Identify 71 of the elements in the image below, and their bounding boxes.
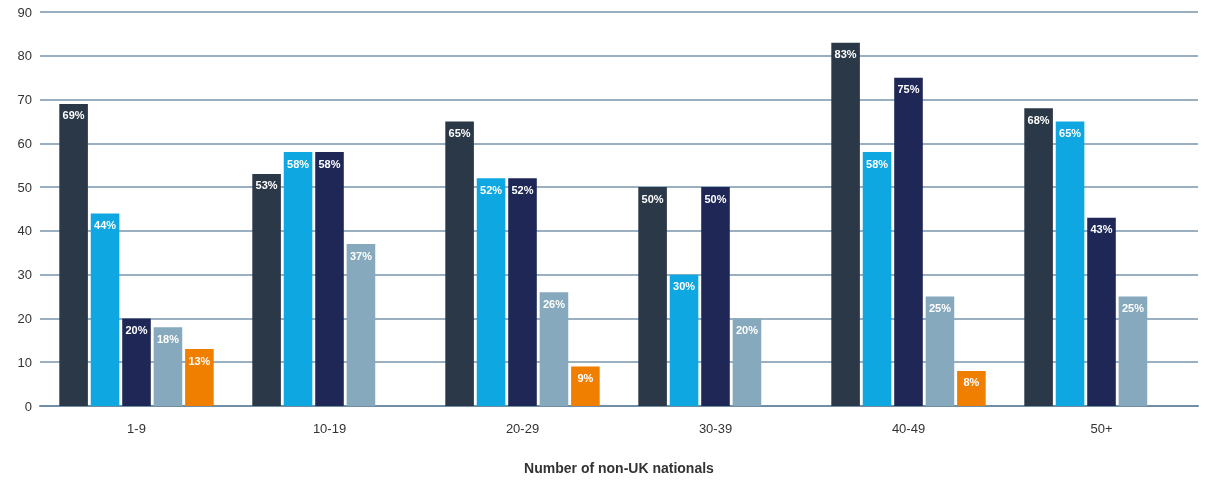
- bar: [59, 103, 88, 406]
- data-label: 9%: [577, 372, 594, 385]
- data-label: 25%: [1121, 302, 1145, 315]
- data-label: 52%: [511, 183, 534, 196]
- bar: [90, 213, 120, 406]
- x-tick-label: 50+: [1090, 421, 1113, 436]
- data-label: 18%: [156, 332, 180, 345]
- bar: [571, 366, 600, 406]
- y-tick-label: 90: [17, 4, 32, 20]
- data-label: 75%: [897, 83, 920, 96]
- y-tick-label: 80: [17, 48, 32, 64]
- data-label: 58%: [287, 157, 310, 170]
- y-tick-label: 30: [17, 267, 32, 283]
- bar: [445, 121, 474, 406]
- x-axis-title: Number of non-UK nationals: [524, 460, 715, 476]
- bar: [701, 187, 730, 406]
- bar: [862, 152, 892, 406]
- data-label: 30%: [673, 280, 696, 293]
- x-tick-label: 10-19: [312, 421, 347, 436]
- bar: [1024, 108, 1053, 406]
- bar: [153, 327, 183, 406]
- data-label: 68%: [1027, 113, 1050, 126]
- bar: [283, 152, 313, 406]
- y-tick-label: 50: [17, 179, 32, 195]
- data-label: 26%: [542, 297, 566, 310]
- data-label: 25%: [928, 302, 952, 315]
- data-label: 43%: [1090, 223, 1113, 236]
- data-label: 58%: [318, 157, 341, 170]
- data-label: 83%: [834, 48, 857, 61]
- bar: [508, 178, 537, 406]
- y-tick-label: 40: [17, 223, 32, 239]
- data-label: 50%: [704, 192, 727, 205]
- bar: [185, 349, 214, 406]
- bar: [539, 292, 569, 406]
- x-tick-label: 20-29: [505, 421, 540, 436]
- data-label: 20%: [735, 323, 759, 336]
- bar: [732, 318, 762, 406]
- bar: [1055, 121, 1085, 406]
- x-tick-label: 30-39: [698, 421, 733, 436]
- data-label: 52%: [480, 183, 503, 196]
- x-tick-label: 40-49: [891, 421, 926, 436]
- data-label: 65%: [1059, 126, 1082, 139]
- bar: [1087, 217, 1116, 406]
- x-tick-label: 1-9: [127, 421, 146, 436]
- data-label: 58%: [866, 157, 889, 170]
- data-label: 69%: [62, 109, 85, 122]
- data-label: 13%: [188, 354, 211, 367]
- bar: [638, 187, 667, 406]
- data-label: 65%: [448, 126, 471, 139]
- bar: [476, 178, 506, 406]
- bar: [122, 318, 151, 406]
- data-label: 8%: [963, 376, 980, 389]
- bar: [1118, 296, 1148, 406]
- data-label: 20%: [125, 323, 148, 336]
- y-tick-label: 10: [17, 354, 32, 370]
- bar: [894, 77, 923, 406]
- data-label: 37%: [349, 249, 373, 262]
- data-label: 50%: [641, 192, 664, 205]
- data-label: 44%: [94, 218, 117, 231]
- y-tick-label: 70: [17, 92, 32, 108]
- bar: [346, 244, 376, 406]
- y-tick-label: 60: [17, 135, 32, 151]
- bar: [925, 296, 955, 406]
- data-label: 53%: [255, 179, 278, 192]
- bar: [669, 274, 699, 406]
- bar: [831, 42, 860, 406]
- y-tick-label: 20: [17, 310, 32, 326]
- bar: [315, 152, 344, 406]
- bar: [957, 370, 986, 406]
- bar: [252, 173, 281, 406]
- y-tick-label: 0: [24, 398, 32, 414]
